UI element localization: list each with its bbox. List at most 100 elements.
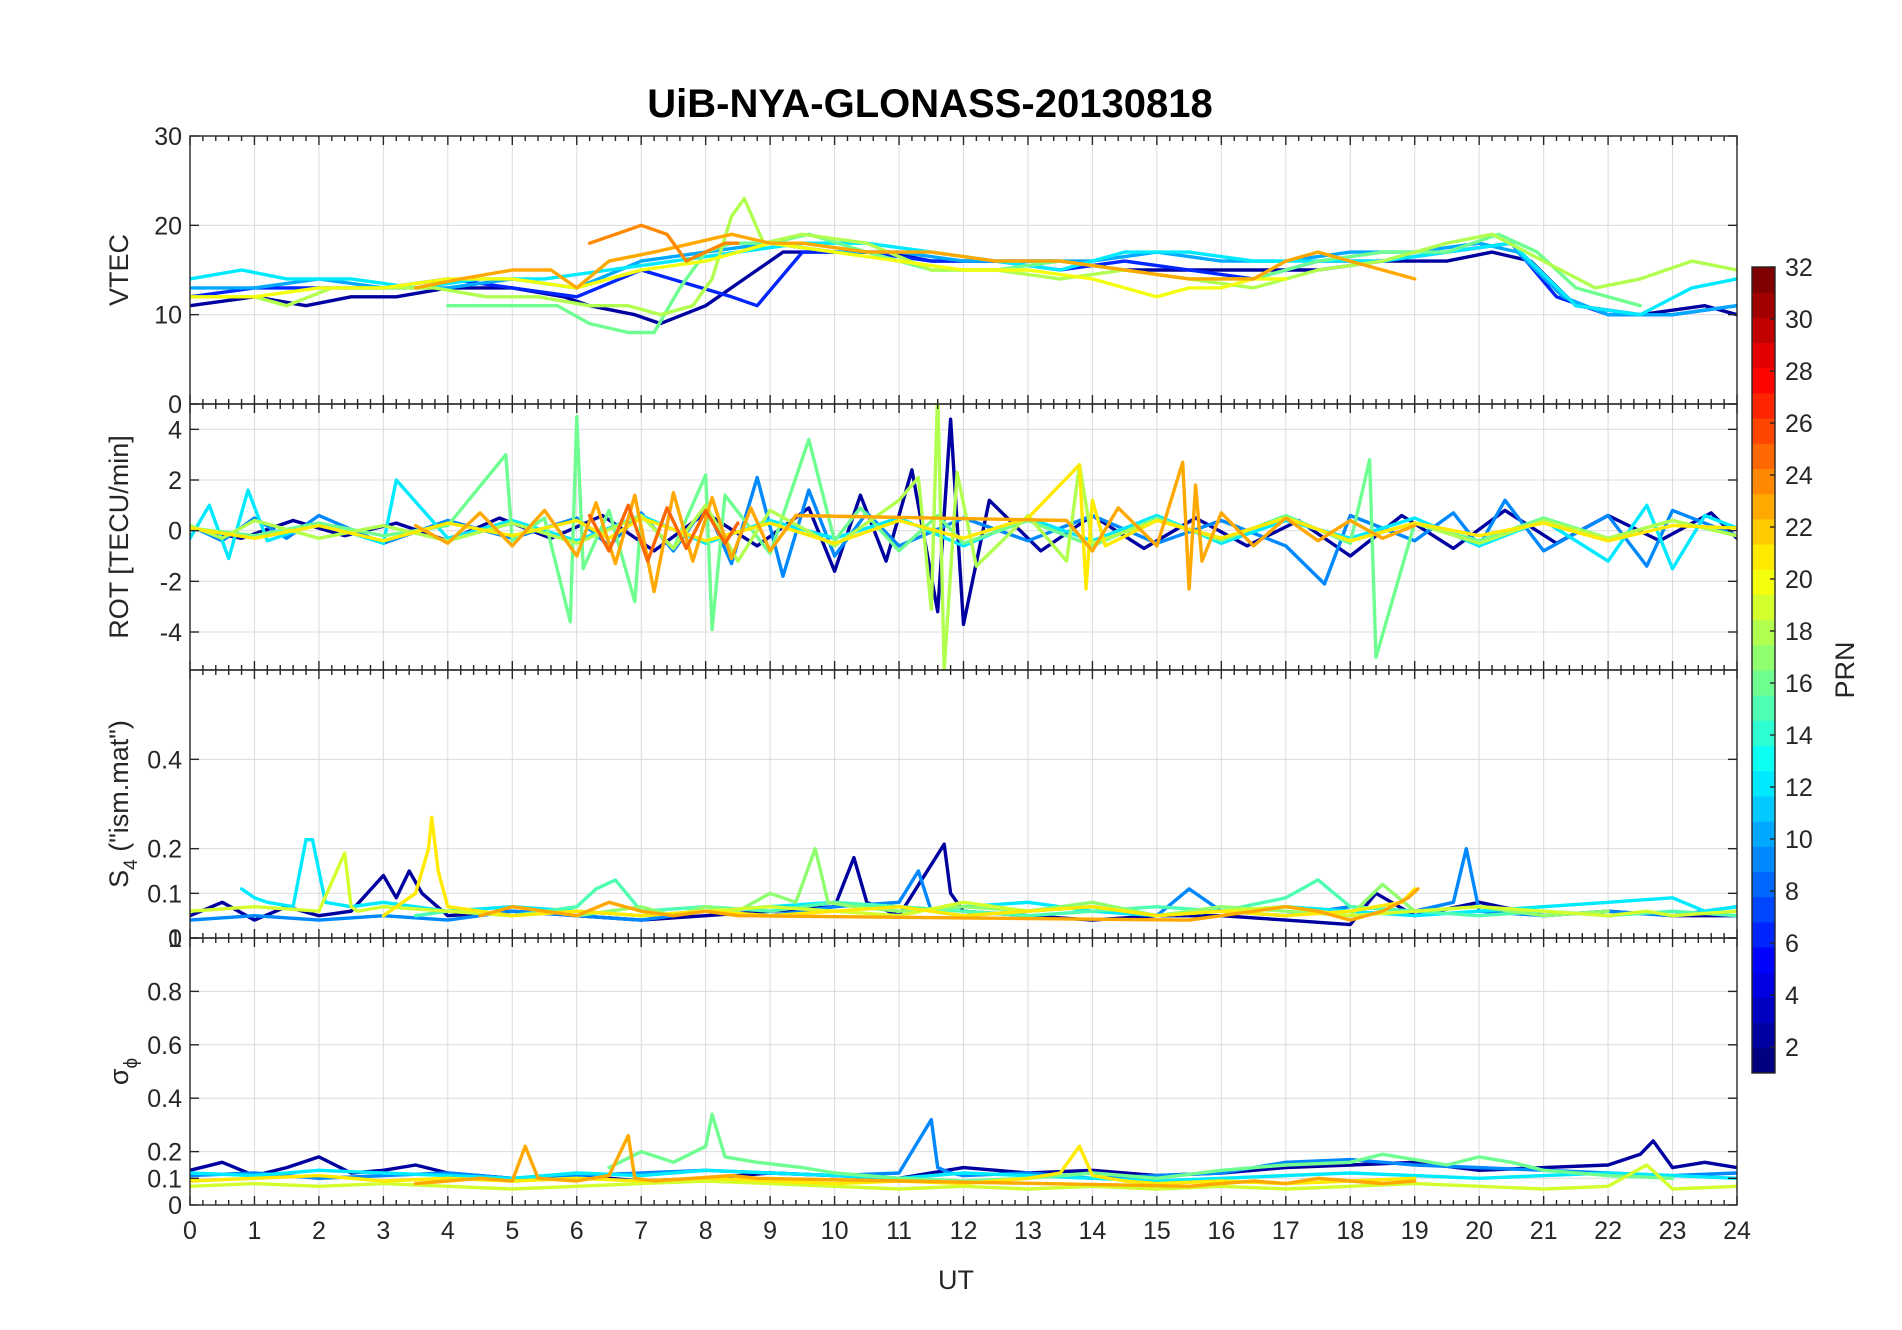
x-tick-label: 24 <box>1723 1217 1751 1245</box>
colorbar-tick-label: 18 <box>1785 618 1813 646</box>
colorbar-segment <box>1752 947 1775 973</box>
chart-title: UiB-NYA-GLONASS-20130818 <box>647 82 1212 126</box>
x-tick-label: 6 <box>570 1217 584 1245</box>
y-axis-label: ROT [TECU/min] <box>104 435 134 639</box>
colorbar-segment <box>1752 267 1775 293</box>
y-tick-label: 0 <box>168 925 182 953</box>
y-tick-label: 0.1 <box>147 880 182 908</box>
x-tick-label: 19 <box>1401 1217 1429 1245</box>
colorbar-segment <box>1752 292 1775 318</box>
colorbar-box <box>1751 266 1776 1074</box>
y-tick-label: 0.8 <box>147 978 182 1006</box>
x-axis-label: UT <box>938 1265 974 1295</box>
colorbar-segment <box>1752 644 1775 671</box>
colorbar-tick-label: 32 <box>1785 254 1813 282</box>
colorbar-tick-label: 12 <box>1785 774 1813 802</box>
x-tick-label: 1 <box>248 1217 262 1245</box>
colorbar-segment <box>1752 745 1775 772</box>
colorbar-tick-label: 4 <box>1785 982 1799 1010</box>
colorbar-tick-label: 2 <box>1785 1034 1799 1062</box>
trace-prn-20 <box>190 241 1288 299</box>
x-axis: 0 1 2 3 4 5 6 7 8 9 10 11 12 13 14 15 16 17 18 19 20 21 22 23 24 <box>183 1217 1751 1245</box>
trace-prn-23 <box>413 460 1417 594</box>
x-tick-label: 4 <box>441 1217 455 1245</box>
trace-prn-19 <box>190 1163 1737 1191</box>
colorbar-segment <box>1752 367 1775 394</box>
y-tick-label: 4 <box>168 416 182 444</box>
trace-prn-25 <box>587 503 740 563</box>
x-tick-label: 12 <box>950 1217 978 1245</box>
y-axis-label: VTEC <box>104 234 134 306</box>
colorbar-segment <box>1752 695 1775 721</box>
y-tick-label: 0.4 <box>147 1085 182 1113</box>
x-tick-label: 11 <box>886 1217 912 1245</box>
y-tick-label: 2 <box>168 467 182 495</box>
grid-rot <box>189 404 1738 670</box>
colorbar-segment <box>1752 921 1775 948</box>
colorbar-segment <box>1752 392 1775 419</box>
y-tick-label: 1 <box>168 925 182 953</box>
trace-prn-16 <box>607 1112 1675 1183</box>
x-tick-label: 18 <box>1336 1217 1364 1245</box>
colorbar-segment <box>1752 594 1775 621</box>
trace-prn-12 <box>190 1168 1737 1183</box>
panel-rot: -4 -2 0 2 4 ROT [TECU/min] <box>104 403 1738 671</box>
colorbar-segment <box>1752 972 1775 998</box>
x-tick-label: 16 <box>1207 1217 1235 1245</box>
colorbar-segment <box>1752 997 1775 1024</box>
colorbar-tick-label: 6 <box>1785 930 1799 958</box>
series-group-s4 <box>190 815 1737 927</box>
x-tick-label: 10 <box>821 1217 849 1245</box>
y-tick-label: 0.2 <box>147 836 182 864</box>
colorbar-label: PRN <box>1830 641 1860 698</box>
x-tick-label: 0 <box>183 1217 197 1245</box>
colorbar-segment <box>1752 342 1775 369</box>
trace-prn-2 <box>190 842 1737 927</box>
x-tick-label: 17 <box>1272 1217 1300 1245</box>
colorbar-tick-label: 14 <box>1785 722 1813 750</box>
trace-prn-18 <box>207 196 1737 317</box>
colorbar-segment <box>1752 821 1775 847</box>
colorbar-segment <box>1752 795 1775 822</box>
colorbar-segment <box>1752 468 1775 495</box>
colorbar-segment <box>1752 670 1775 696</box>
trace-prn-23 <box>413 232 1417 290</box>
x-tick-label: 8 <box>699 1217 713 1245</box>
trace-prn-23 <box>478 887 1420 922</box>
x-tick-label: 15 <box>1143 1217 1171 1245</box>
colorbar-tick-label: 26 <box>1785 410 1813 438</box>
colorbar-segment <box>1752 1047 1775 1074</box>
panel-s4: 0 0.1 0.2 0.4S4 ("ism.mat") <box>104 669 1738 953</box>
y-tick-label: 0.6 <box>147 1032 182 1060</box>
colorbar-segment <box>1752 896 1775 923</box>
y-axis-label: σϕ <box>104 1058 142 1085</box>
colorbar-segment <box>1752 619 1775 646</box>
grid-s4 <box>189 670 1738 939</box>
colorbar-tick-label: 22 <box>1785 514 1813 542</box>
colorbar-tick-label: 24 <box>1785 462 1813 490</box>
panel-vtec: 0 10 20 30 VTEC <box>104 123 1738 419</box>
y-tick-label: 0.2 <box>147 1139 182 1167</box>
colorbar-segment <box>1752 493 1775 520</box>
y-tick-label: -2 <box>160 568 182 596</box>
series-group-vtec <box>190 196 1737 335</box>
y-tick-label: 20 <box>154 212 182 240</box>
colorbar-segment <box>1752 1022 1775 1049</box>
trace-prn-23 <box>413 1133 1417 1189</box>
colorbar-tick-label: 20 <box>1785 566 1813 594</box>
y-tick-label: 0 <box>168 391 182 419</box>
trace-prn-24 <box>587 223 740 263</box>
trace-prn-21 <box>190 463 1737 591</box>
colorbar-tick-label: 10 <box>1785 826 1813 854</box>
x-tick-label: 7 <box>634 1217 648 1245</box>
x-tick-label: 5 <box>505 1217 519 1245</box>
trace-prn-15 <box>413 878 1737 918</box>
x-tick-label: 9 <box>763 1217 777 1245</box>
colorbar-tick-label: 30 <box>1785 306 1813 334</box>
y-tick-label: 0 <box>168 1192 182 1220</box>
y-tick-label: 0.4 <box>147 746 182 774</box>
colorbar-segment <box>1752 846 1775 872</box>
